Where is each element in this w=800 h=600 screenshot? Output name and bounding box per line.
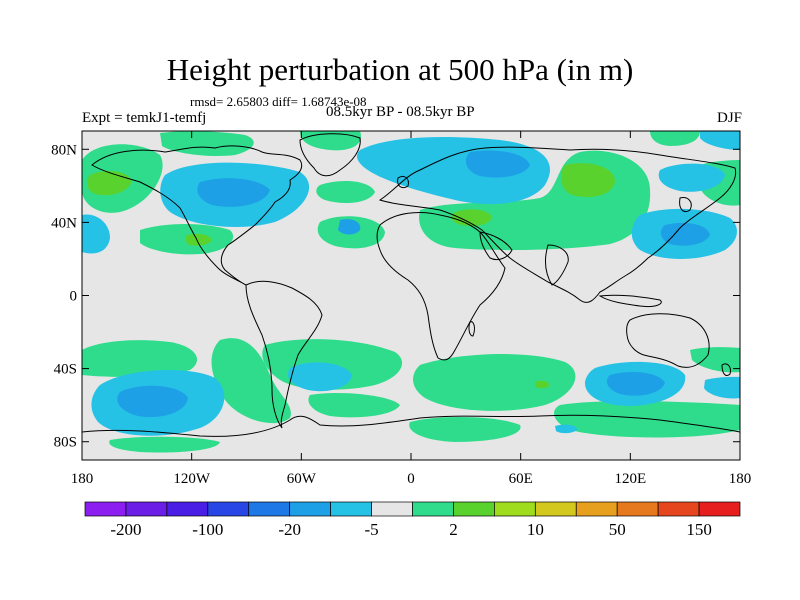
- x-tick-label: 0: [407, 471, 415, 487]
- positive-region: [160, 131, 254, 156]
- negative-core: [606, 371, 665, 396]
- positive-region: [413, 354, 576, 411]
- negative-core: [338, 219, 361, 235]
- positive-core: [185, 233, 212, 246]
- colorbar-swatch: [698, 501, 741, 517]
- negative-core: [465, 150, 530, 178]
- north-america-coast: [91, 145, 303, 286]
- negative-region: [700, 131, 740, 150]
- positive-region: [650, 131, 700, 146]
- colorbar-swatch: [412, 501, 454, 517]
- colorbar-swatch: [575, 501, 618, 517]
- colorbar-swatch: [207, 501, 250, 517]
- x-tick-label: 180: [729, 471, 752, 487]
- colorbar-swatch: [657, 501, 700, 517]
- uk-coast: [397, 175, 409, 189]
- colorbar-label: -5: [364, 520, 378, 539]
- south-america-coast: [245, 280, 323, 429]
- africa-coast: [376, 211, 506, 361]
- x-tick-label: 120E: [614, 471, 646, 487]
- colorbar-swatch: [494, 501, 536, 517]
- colorbar-label: 50: [609, 520, 626, 539]
- colorbar-swatch: [125, 501, 168, 517]
- colorbar-swatch: [289, 501, 331, 517]
- period-label: 08.5kyr BP - 08.5kyr BP: [326, 104, 475, 120]
- map-field: [82, 131, 740, 460]
- colorbar: -200 -100 -20 -5 2 10 50 150: [84, 501, 741, 539]
- positive-region: [409, 416, 521, 442]
- y-tick-label: 0: [70, 289, 78, 305]
- positive-region: [308, 393, 400, 418]
- x-tick-label: 180: [71, 471, 94, 487]
- positive-core: [87, 170, 132, 196]
- positive-core: [535, 380, 550, 389]
- positive-region: [690, 347, 740, 373]
- colorbar-label: -200: [110, 520, 141, 539]
- negative-region: [704, 376, 740, 399]
- colorbar-label: 150: [686, 520, 712, 539]
- x-tick-label: 120W: [173, 471, 211, 487]
- positive-region: [316, 180, 375, 204]
- positive-region: [300, 131, 361, 151]
- positive-region: [82, 340, 198, 377]
- negative-anomaly-regions-strong: [197, 150, 710, 246]
- season-label: DJF: [716, 110, 742, 126]
- positive-anomaly-south-strong: [535, 380, 550, 389]
- colorbar-label: -100: [192, 520, 223, 539]
- negative-core: [660, 222, 710, 246]
- x-tick-label: 60W: [287, 471, 317, 487]
- colorbar-label: 2: [449, 520, 458, 539]
- colorbar-swatch: [453, 501, 495, 517]
- colorbar-swatch: [534, 501, 577, 517]
- positive-anomaly-regions-strong: [87, 163, 615, 246]
- y-tick-label: 80N: [51, 142, 77, 158]
- colorbar-swatch: [166, 501, 209, 517]
- antarctica-coast: [82, 414, 740, 437]
- x-tick-label: 60E: [509, 471, 533, 487]
- negative-anomaly-south-strong: [117, 371, 665, 418]
- japan-coast: [679, 197, 692, 212]
- indonesia-coast: [598, 294, 662, 307]
- negative-region: [658, 163, 725, 192]
- y-tick-label: 40N: [51, 215, 77, 231]
- colorbar-swatch: [248, 501, 291, 517]
- greenland-coast: [299, 133, 361, 177]
- experiment-label: Expt = temkJ1-temfj: [82, 110, 207, 126]
- positive-region: [109, 436, 220, 453]
- negative-region: [288, 362, 352, 392]
- colorbar-swatch: [84, 501, 127, 517]
- colorbar-swatch: [371, 501, 413, 517]
- stats-text: rmsd= 2.65803 diff= 1.68743e-08: [190, 94, 367, 109]
- colorbar-swatch: [616, 501, 659, 517]
- negative-core: [117, 385, 188, 418]
- colorbar-label: 10: [527, 520, 544, 539]
- negative-core: [197, 178, 270, 207]
- positive-core: [560, 163, 615, 198]
- india-coast: [544, 244, 569, 286]
- new-zealand-coast: [721, 363, 731, 377]
- colorbar-swatch: [330, 501, 372, 517]
- y-tick-label: 40S: [54, 362, 77, 378]
- coastlines: [82, 133, 740, 437]
- australia-coast: [626, 313, 710, 368]
- eurasia-coast: [378, 146, 737, 303]
- longitude-axis: 180 120W 60W 0 60E 120E 180: [71, 131, 752, 487]
- negative-region: [555, 424, 578, 434]
- y-tick-label: 80S: [54, 435, 77, 451]
- positive-region: [211, 338, 291, 424]
- negative-region: [82, 214, 110, 254]
- positive-region: [554, 401, 740, 438]
- colorbar-label: -20: [278, 520, 301, 539]
- madagascar-coast: [468, 321, 475, 337]
- plot-title: Height perturbation at 500 hPa (in m): [166, 52, 634, 87]
- arabia-coast: [479, 231, 513, 261]
- positive-anomaly-regions-south: [82, 338, 740, 453]
- latitude-axis: 80N 40N 0 40S 80S: [51, 142, 740, 451]
